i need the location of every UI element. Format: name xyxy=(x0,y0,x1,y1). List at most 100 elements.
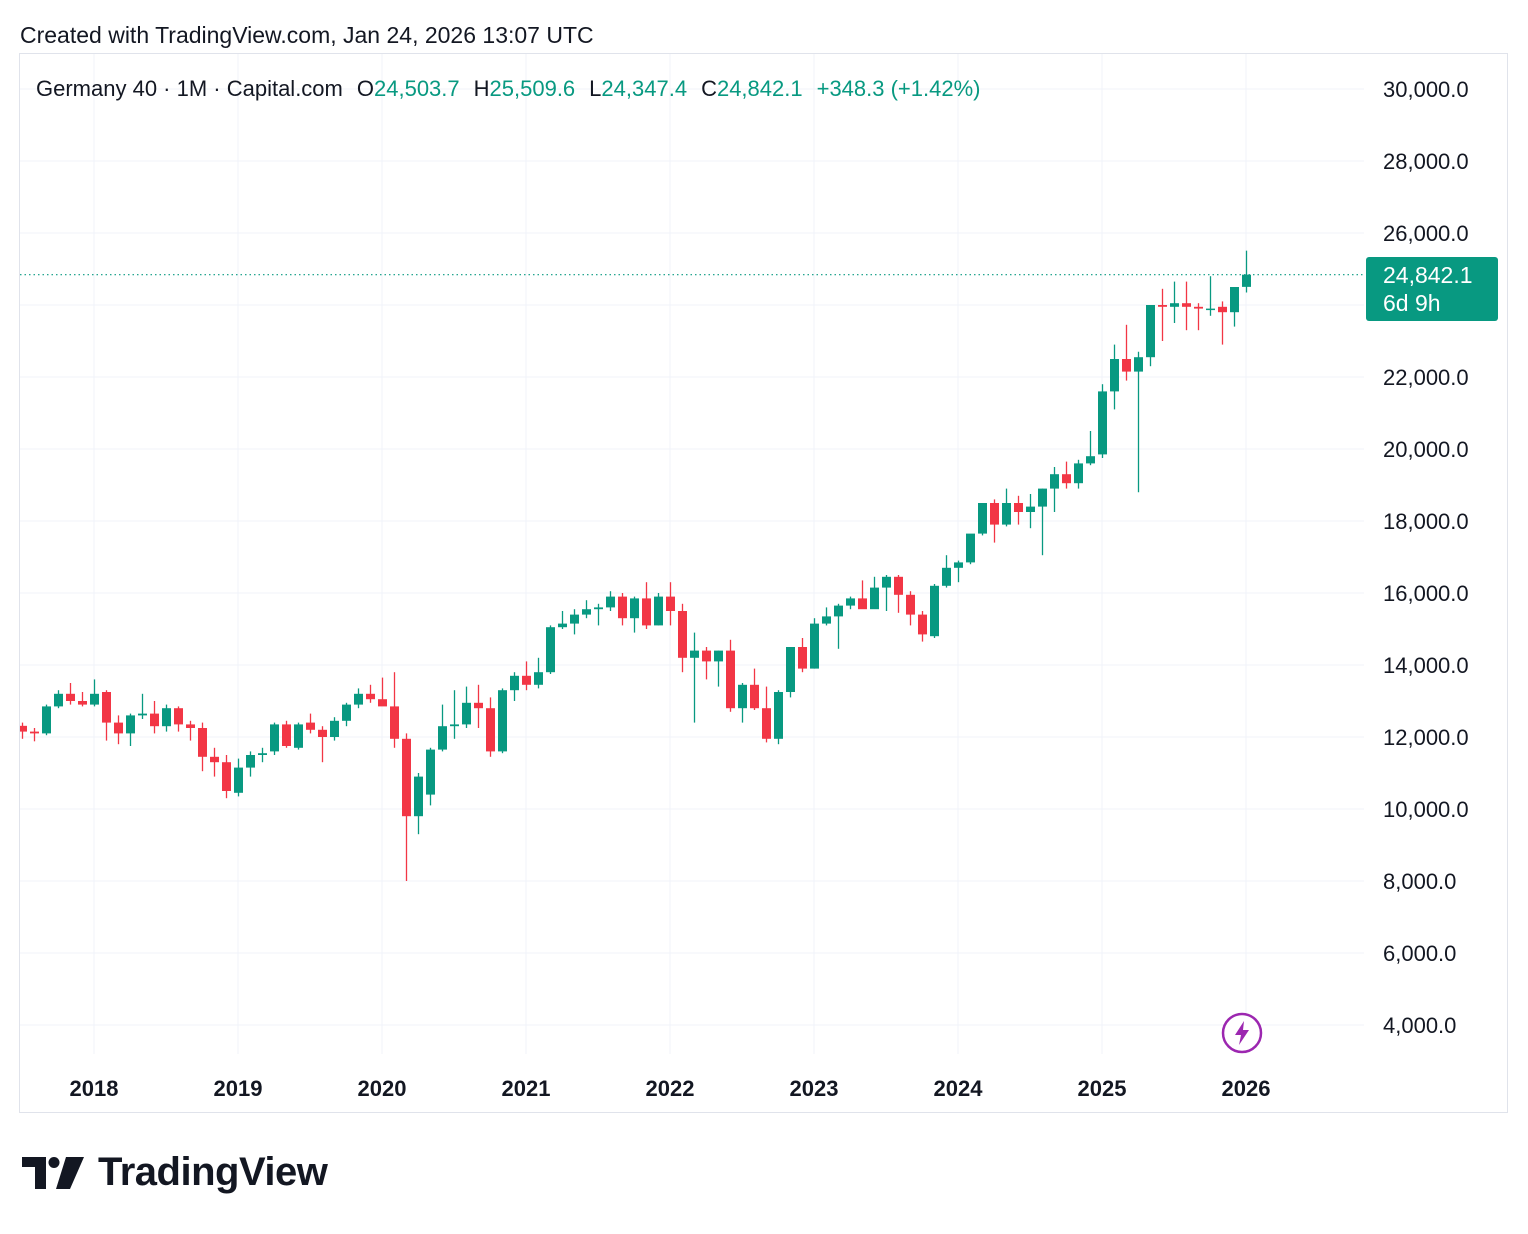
candle-body xyxy=(450,724,459,727)
candle-body xyxy=(198,728,207,757)
candle xyxy=(834,603,843,649)
candle-body xyxy=(282,724,291,746)
candle-body xyxy=(102,692,111,723)
candle-body xyxy=(1038,488,1047,507)
candle xyxy=(330,717,339,741)
candle xyxy=(906,591,915,626)
candle-body xyxy=(1050,474,1059,489)
candle-body xyxy=(522,675,531,685)
candle xyxy=(414,773,423,835)
x-tick-label: 2025 xyxy=(1078,1076,1127,1101)
candle-body xyxy=(270,724,279,752)
candle-body xyxy=(20,725,27,732)
candle-body xyxy=(750,684,759,709)
candle-body xyxy=(150,713,159,727)
candle xyxy=(462,686,471,728)
candle xyxy=(450,690,459,739)
candle xyxy=(90,679,99,707)
candle xyxy=(522,661,531,691)
candle xyxy=(762,686,771,743)
candle xyxy=(594,603,603,626)
candle-body xyxy=(186,724,195,728)
candle-body xyxy=(414,776,423,817)
candle-body xyxy=(330,720,339,737)
candle-body xyxy=(258,753,267,755)
candle xyxy=(1146,305,1155,367)
high-label: H xyxy=(473,76,490,101)
candle xyxy=(534,657,543,689)
candle-body xyxy=(630,598,639,619)
y-tick-label: 14,000.0 xyxy=(1383,653,1469,678)
candle xyxy=(1110,344,1119,410)
candle xyxy=(846,596,855,610)
tradingview-logo[interactable]: TradingView xyxy=(22,1150,328,1195)
candle xyxy=(1134,351,1143,493)
last-price-value: 24,842.1 xyxy=(1383,262,1473,288)
x-tick-label: 2023 xyxy=(790,1076,839,1101)
candle-body xyxy=(1170,303,1179,307)
candle xyxy=(606,591,615,611)
candle-body xyxy=(810,623,819,669)
candle xyxy=(870,576,879,610)
candle-body xyxy=(426,749,435,795)
candle-body xyxy=(534,672,543,685)
candlestick-chart[interactable]: 4,000.0 6,000.0 8,000.0 10,000.0 12,000.0 14,… xyxy=(20,54,1508,1112)
candle xyxy=(990,499,999,543)
candle xyxy=(210,747,219,777)
candle xyxy=(138,693,147,719)
symbol-title: Germany 40 · 1M · Capital.com xyxy=(36,76,343,101)
candle xyxy=(318,726,327,763)
candle xyxy=(222,755,231,799)
lightning-icon[interactable] xyxy=(1221,1012,1263,1054)
open-value: 24,503.7 xyxy=(374,76,460,101)
candle-body xyxy=(858,598,867,610)
candle xyxy=(1218,301,1227,345)
candle xyxy=(1002,488,1011,527)
candle-body xyxy=(438,726,447,750)
candle-body xyxy=(390,706,399,739)
time-axis: 2018 2019 2020 2021 2022 2023 2024 2025 2026 xyxy=(70,1076,1271,1101)
candle-body xyxy=(222,762,231,791)
candle-body xyxy=(30,731,39,734)
y-tick-label: 28,000.0 xyxy=(1383,149,1469,174)
candle xyxy=(822,607,831,626)
candle-body xyxy=(894,576,903,595)
candle xyxy=(294,722,303,750)
candle-body xyxy=(654,596,663,626)
candle xyxy=(174,706,183,732)
candle xyxy=(1230,287,1239,327)
candle-body xyxy=(378,699,387,707)
candle xyxy=(126,713,135,746)
candle-body xyxy=(1242,274,1251,287)
candle-body xyxy=(1158,305,1167,307)
candle-body xyxy=(162,708,171,727)
candle xyxy=(474,684,483,728)
candle xyxy=(1050,467,1059,512)
candle xyxy=(114,715,123,745)
candle-body xyxy=(66,693,75,701)
close-value: 24,842.1 xyxy=(716,76,803,101)
candle xyxy=(702,647,711,680)
candle xyxy=(558,611,567,629)
y-tick-label: 30,000.0 xyxy=(1383,77,1469,102)
candle xyxy=(642,582,651,629)
candle xyxy=(186,720,195,741)
candle xyxy=(654,593,663,626)
last-price-label: 24,842.1 6d 9h xyxy=(1366,257,1498,321)
candle-body xyxy=(402,738,411,817)
x-tick-label: 2022 xyxy=(646,1076,695,1101)
candle xyxy=(618,593,627,626)
candle xyxy=(1038,488,1047,556)
candle-body xyxy=(918,614,927,635)
candle-body xyxy=(582,609,591,615)
candle xyxy=(774,690,783,745)
candle xyxy=(102,690,111,741)
candle-body xyxy=(1110,359,1119,392)
candle-body xyxy=(1122,359,1131,372)
candle-body xyxy=(1002,503,1011,525)
candle-body xyxy=(234,767,243,793)
candle xyxy=(306,713,315,734)
candle xyxy=(234,758,243,797)
candle-body xyxy=(1182,303,1191,307)
chart-frame xyxy=(19,53,1508,1113)
